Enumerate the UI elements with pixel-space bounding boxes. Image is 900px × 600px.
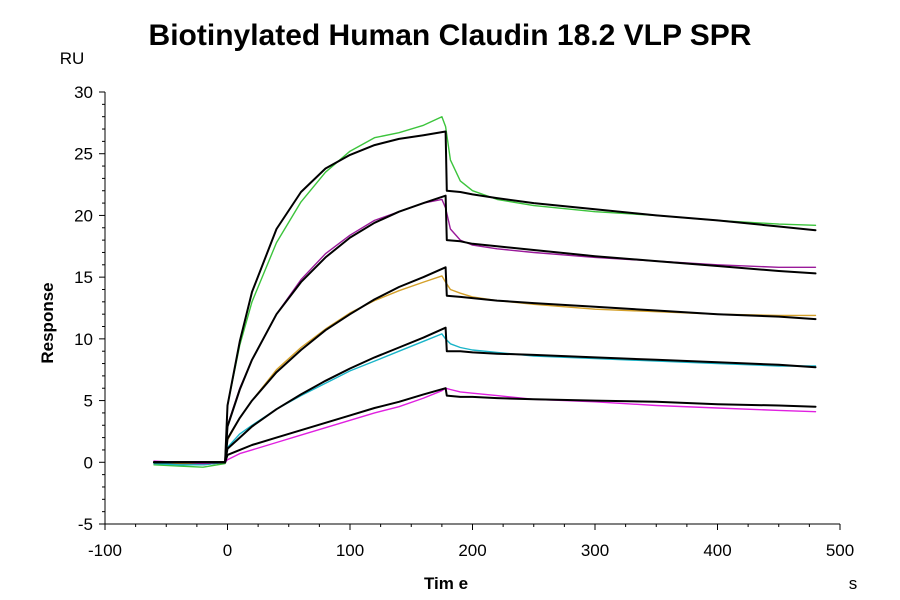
x-axis-label: Tim e bbox=[424, 574, 468, 593]
x-tick-label: 100 bbox=[336, 541, 364, 560]
y-axis-label: Response bbox=[38, 282, 57, 363]
y-tick-label: -5 bbox=[78, 515, 93, 534]
measured-curve-2 bbox=[153, 275, 817, 465]
fit-curve-8 bbox=[153, 326, 817, 464]
fit-curve-5 bbox=[153, 130, 817, 464]
y-tick-label: 0 bbox=[84, 453, 93, 472]
measured-curve-0 bbox=[153, 116, 817, 468]
x-tick-label: 200 bbox=[458, 541, 486, 560]
x-tick-label: 400 bbox=[703, 541, 731, 560]
y-tick-label: 5 bbox=[84, 392, 93, 411]
x-axis-ticks: -100 0 100 200 300 400 500 bbox=[88, 524, 854, 560]
y-unit-label: RU bbox=[60, 49, 85, 68]
y-tick-label: 30 bbox=[74, 83, 93, 102]
fit-curve-9 bbox=[153, 387, 817, 464]
measured-curve-3 bbox=[153, 333, 817, 466]
fit-curve-7 bbox=[153, 266, 817, 464]
chart-title: Biotinylated Human Claudin 18.2 VLP SPR bbox=[149, 19, 752, 52]
x-tick-label: 300 bbox=[581, 541, 609, 560]
plot-area: -5 0 5 10 15 20 25 30 -100 0 100 200 300 400 500 bbox=[74, 83, 854, 560]
x-tick-label: -100 bbox=[88, 541, 122, 560]
y-axis-ticks: -5 0 5 10 15 20 25 30 bbox=[74, 83, 105, 534]
x-tick-label: 500 bbox=[826, 541, 854, 560]
x-unit-label: s bbox=[849, 574, 858, 593]
x-tick-label: 0 bbox=[223, 541, 232, 560]
series-group bbox=[153, 116, 817, 468]
y-tick-label: 25 bbox=[74, 145, 93, 164]
y-tick-label: 10 bbox=[74, 330, 93, 349]
y-tick-label: 15 bbox=[74, 268, 93, 287]
y-tick-label: 20 bbox=[74, 206, 93, 225]
fit-curve-6 bbox=[153, 194, 817, 464]
